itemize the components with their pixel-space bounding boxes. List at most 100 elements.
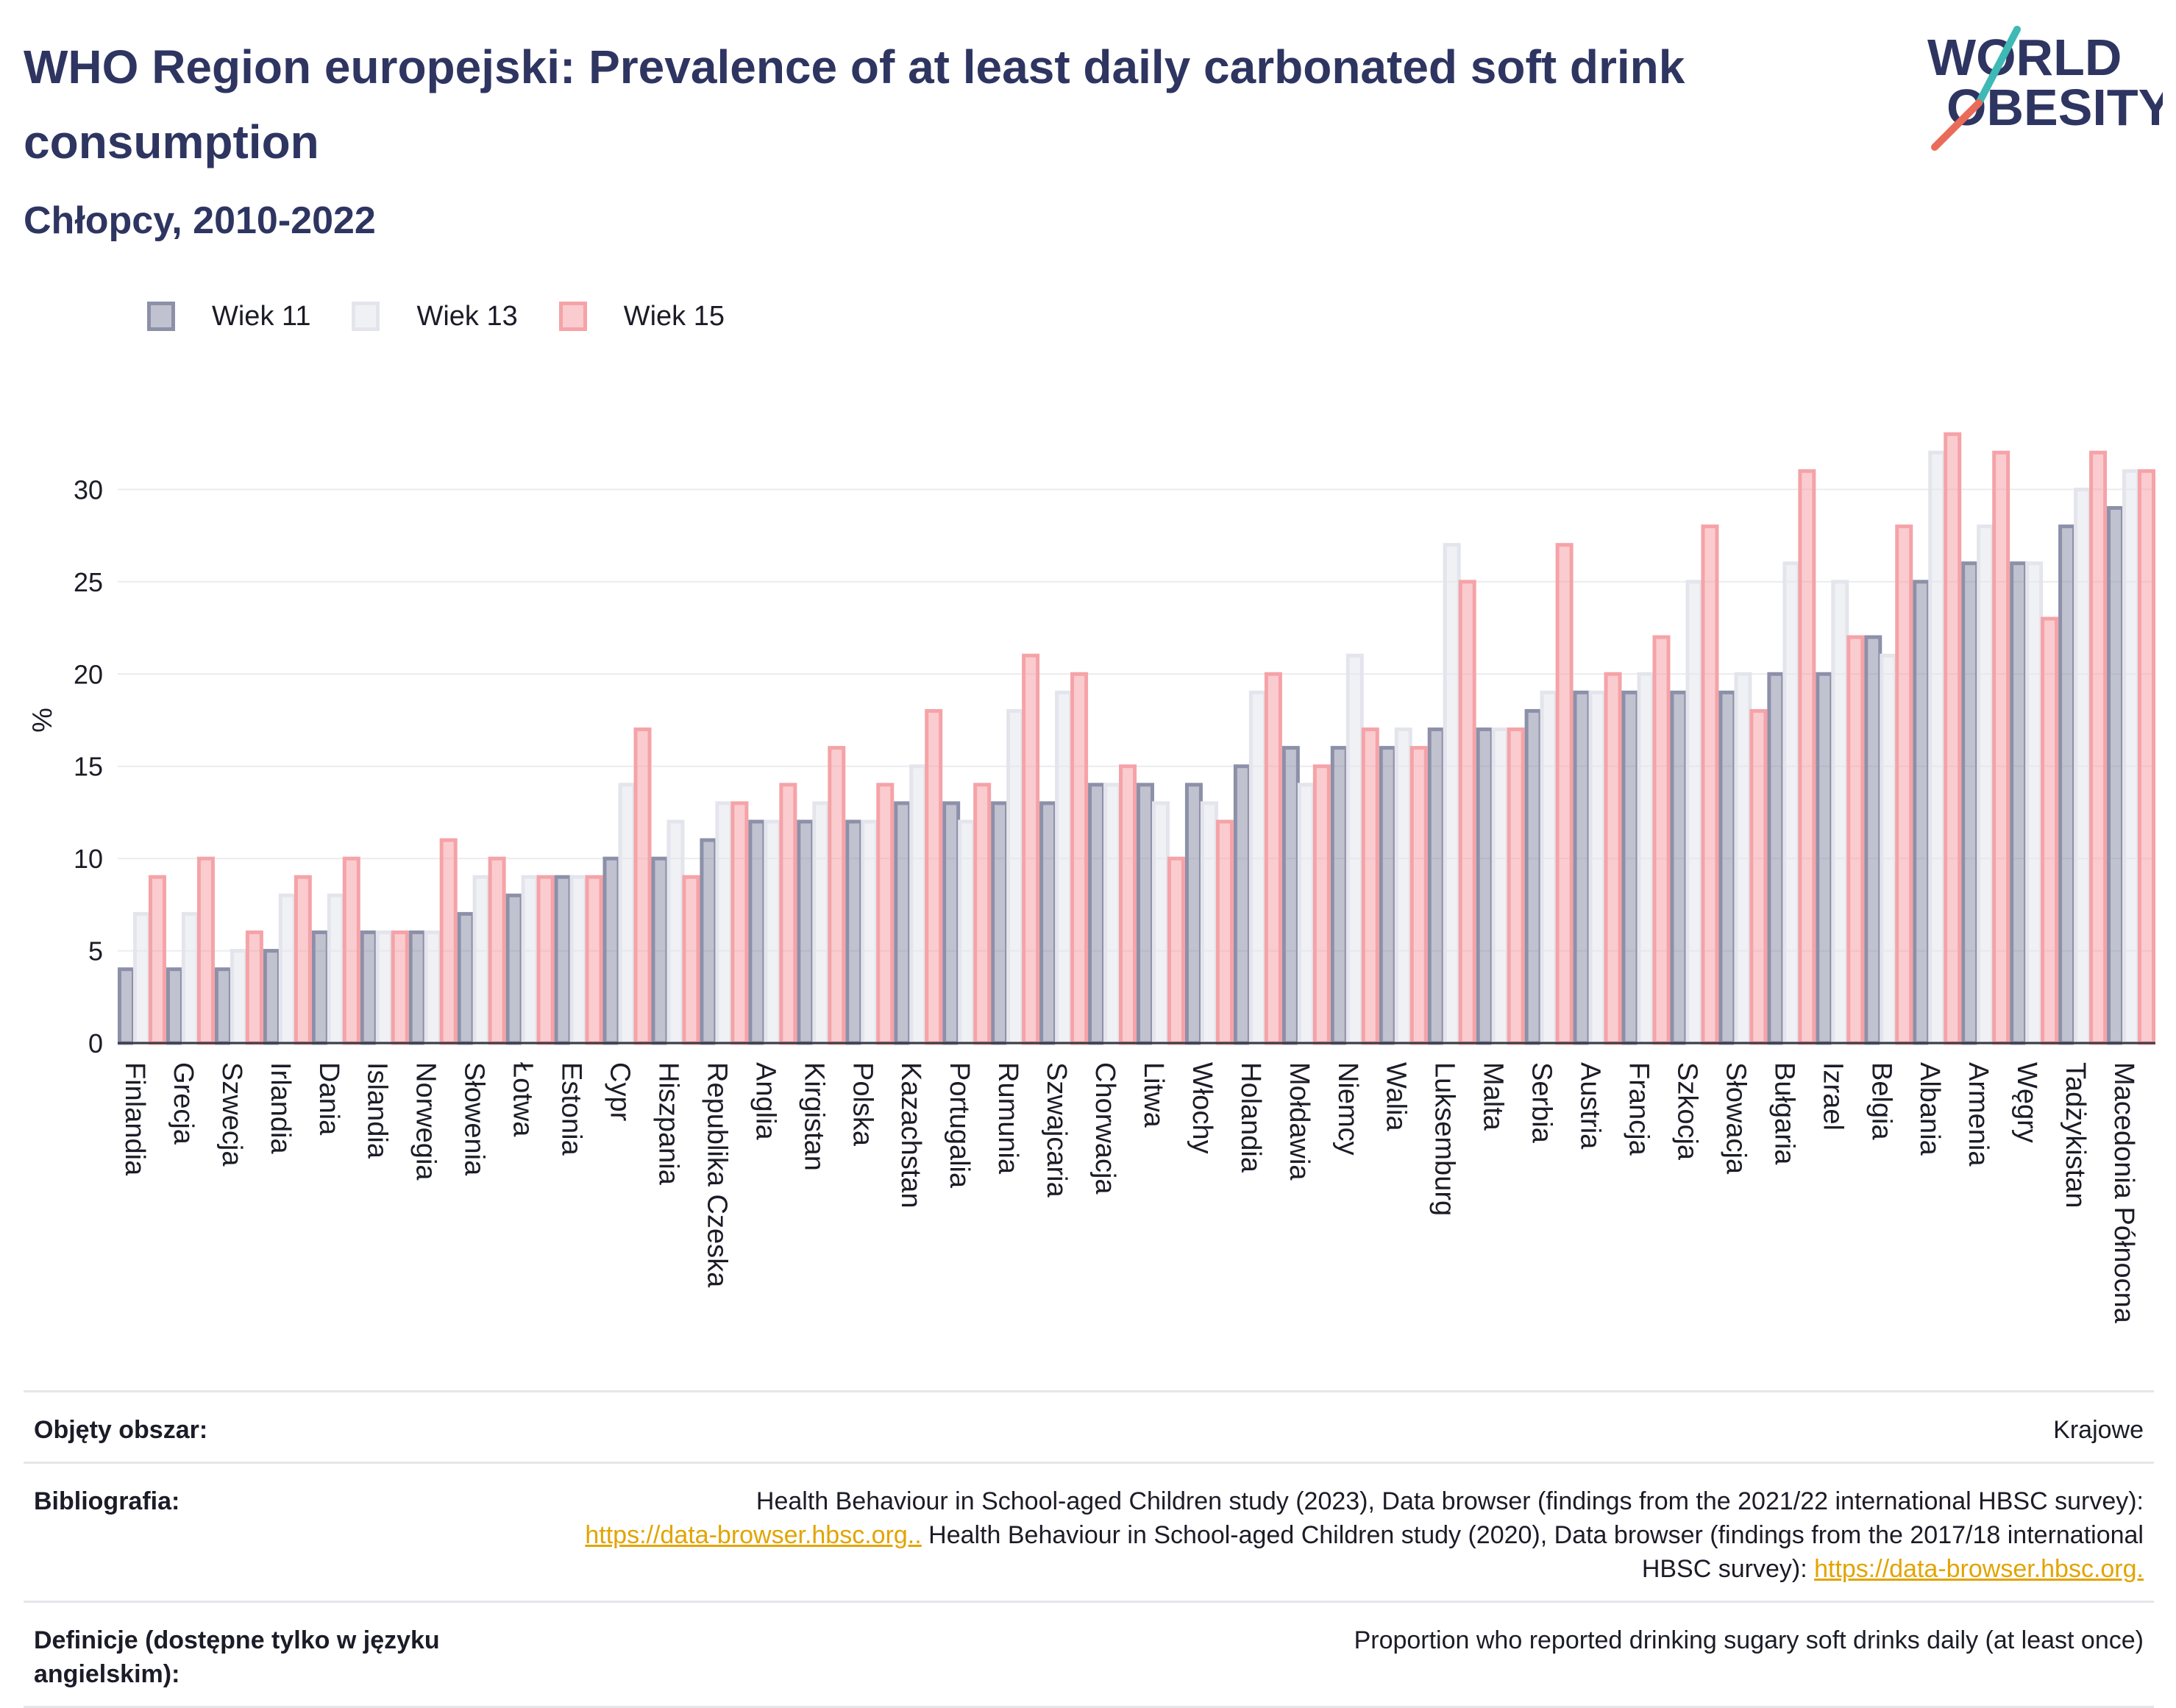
x-tick-label: Grecja [168,1062,199,1145]
legend-label-age-11: Wiek 11 [212,300,311,332]
x-tick-label: Kirgistan [798,1062,829,1171]
bar [2010,561,2028,1045]
bar [1913,580,1931,1045]
bar [2058,524,2077,1045]
y-tick-label: 30 [74,474,103,505]
bar [1685,580,1704,1045]
bar [1524,708,1543,1045]
bar [569,875,588,1045]
bar [1184,783,1203,1045]
x-tick-label: Estonia [556,1062,587,1156]
bar [424,930,442,1045]
bibliography-link-1[interactable]: https://data-browser.hbsc.org.. [585,1521,922,1549]
bar [117,967,135,1045]
bar [1977,524,1995,1045]
bar [181,911,199,1045]
bar [1167,856,1185,1045]
bar [1409,746,1428,1045]
x-tick-label: Szkocja [1671,1062,1702,1161]
bar [973,783,992,1045]
bar [991,801,1009,1045]
bar [1928,450,1946,1045]
definitions-value: Proportion who reported drinking sugary … [1354,1626,2144,1654]
bar [764,819,782,1045]
bar [1088,783,1106,1045]
x-tick-label: Republika Czeska [701,1062,732,1288]
chart-footer: Objęty obszar: Krajowe Bibliografia: Hea… [24,1390,2154,1708]
bar [148,875,166,1045]
bar [2041,616,2059,1045]
bar [1200,801,1218,1045]
x-tick-label: Węgry [2011,1062,2042,1143]
x-tick-label: Walia [1381,1062,1412,1131]
x-tick-label: Finlandia [119,1062,150,1176]
bar [1476,727,1494,1045]
bar [585,875,603,1045]
bibliography-text-1: Health Behaviour in School-aged Children… [755,1487,2144,1515]
x-tick-label: Armenia [1963,1062,1994,1167]
legend-swatch-age-13 [352,302,380,331]
bar [2089,450,2108,1045]
bar [1312,764,1331,1045]
bar [1767,672,1785,1045]
bar [1540,690,1558,1045]
bar [1507,727,1525,1045]
bar [700,838,718,1045]
bar [1039,801,1058,1045]
legend-item-age-15[interactable]: Wiek 15 [558,300,725,332]
bar [1701,524,1719,1045]
bar [311,930,330,1045]
bar [439,838,458,1045]
bar [909,764,928,1045]
chart-legend: Wiek 11 Wiek 13 Wiek 15 [147,294,766,338]
x-tick-label: Serbia [1526,1062,1557,1144]
bar [1248,690,1267,1045]
legend-item-age-11[interactable]: Wiek 11 [147,301,310,332]
bar [1151,801,1170,1045]
bar [861,819,879,1045]
bar [1264,672,1282,1045]
coverage-label: Objęty obszar: [34,1416,208,1444]
bar [1831,580,1849,1045]
bar [942,801,961,1045]
legend-item-age-13[interactable]: Wiek 13 [352,301,518,332]
y-tick-label: 0 [88,1028,103,1058]
bar [651,856,669,1045]
bibliography-value: Health Behaviour in School-aged Children… [525,1484,2144,1586]
bar [1330,746,1348,1045]
chart-title: WHO Region europejski: Prevalence of at … [24,40,1685,168]
bar [1491,727,1510,1045]
legend-label-age-15: Wiek 15 [623,300,725,332]
bar [618,783,636,1045]
bar [521,875,539,1045]
bar [2107,506,2125,1045]
bar [1895,524,1913,1045]
bar [876,783,895,1045]
bar [666,819,685,1045]
x-tick-label: Włochy [1187,1062,1217,1154]
bar [682,875,700,1045]
bar [132,911,151,1045]
bar [472,875,491,1045]
x-tick-label: Albania [1914,1062,1945,1156]
world-obesity-logo: WORLD OBESITY [1927,26,2163,151]
bar [633,727,652,1045]
y-tick-label: 10 [74,844,103,874]
bar [1670,690,1688,1045]
bar [1379,746,1397,1045]
bar [748,819,767,1045]
bar [1443,543,1461,1045]
bibliography-link-2[interactable]: https://data-browser.hbsc.org. [1814,1555,2144,1583]
bar [1782,561,1801,1045]
bar [342,856,360,1045]
bar [1637,672,1655,1045]
bar [1555,543,1574,1045]
bar [166,967,184,1045]
bar [230,949,248,1045]
bar [536,875,555,1045]
x-tick-label: Niemcy [1332,1062,1363,1156]
x-tick-label: Polska [847,1062,878,1147]
bar [245,930,263,1045]
x-tick-label: Norwegia [410,1062,441,1181]
x-tick-label: Rumunia [992,1062,1023,1175]
